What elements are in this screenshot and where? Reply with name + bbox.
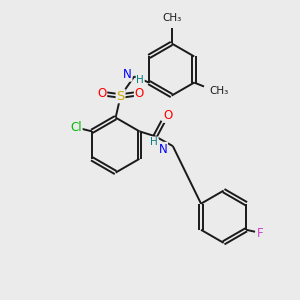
- Text: O: O: [97, 87, 106, 100]
- Text: H: H: [150, 137, 158, 147]
- Text: F: F: [256, 227, 263, 240]
- Text: Cl: Cl: [70, 121, 82, 134]
- Text: S: S: [116, 89, 125, 103]
- Text: CH₃: CH₃: [162, 13, 181, 23]
- Text: N: N: [123, 68, 132, 81]
- Text: O: O: [163, 109, 172, 122]
- Text: N: N: [159, 142, 167, 155]
- Text: O: O: [135, 87, 144, 100]
- Text: H: H: [136, 75, 144, 85]
- Text: CH₃: CH₃: [209, 86, 228, 96]
